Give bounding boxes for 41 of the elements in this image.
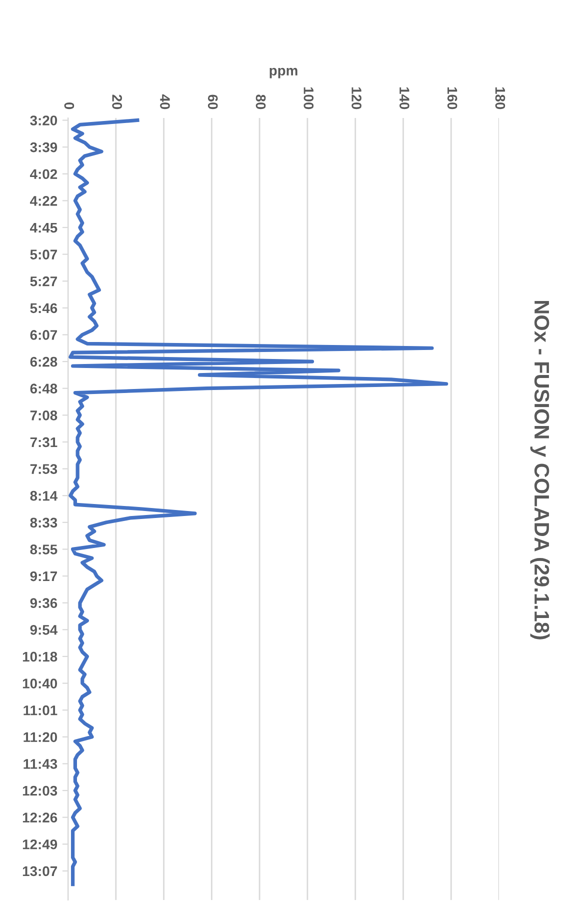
x-tick-label: 20 (112, 94, 122, 110)
y-tick-label: 4:45 (30, 222, 58, 233)
x-tick-label: 80 (256, 94, 266, 110)
x-tick-label: 140 (399, 87, 410, 110)
y-tick-label: 6:28 (30, 356, 58, 367)
x-tick-label: 60 (208, 94, 218, 110)
y-tick-label: 12:26 (22, 812, 58, 822)
y-tick-label: 10:40 (22, 678, 58, 688)
y-tick-label: 11:20 (24, 732, 58, 742)
y-tick-label: 4:02 (30, 169, 58, 180)
y-tick-label: 11:43 (24, 759, 58, 769)
y-tick-label: 10:18 (22, 652, 58, 662)
x-tick-label: 0 (64, 102, 74, 110)
y-tick-label: 6:48 (30, 384, 58, 394)
y-tick-label: 3:20 (30, 116, 58, 126)
y-tick-label: 7:31 (30, 437, 58, 448)
x-tick-label: 40 (160, 94, 170, 110)
x-tick-label: 100 (304, 87, 314, 110)
y-tick-label: 5:27 (30, 276, 57, 286)
x-tick-label: 160 (447, 87, 458, 110)
x-tick-label: 180 (495, 87, 506, 110)
y-tick-label: 8:33 (30, 518, 58, 528)
y-tick-label: 9:36 (30, 598, 58, 608)
x-axis-title: ppm (270, 68, 298, 78)
y-tick-label: 3:39 (30, 142, 58, 152)
y-tick-label: 8:55 (30, 544, 58, 554)
y-tick-label: 6:07 (30, 330, 57, 340)
x-tick-label: 120 (352, 87, 362, 110)
y-tick-label: 13:07 (22, 866, 57, 876)
y-tick-label: 9:17 (30, 571, 57, 582)
y-tick-label: 7:53 (30, 464, 58, 474)
y-tick-label: 8:14 (30, 490, 58, 501)
y-tick-label: 11:01 (24, 705, 58, 716)
y-tick-label: 5:07 (30, 250, 57, 260)
y-tick-label: 5:46 (30, 303, 58, 314)
y-tick-label: 9:54 (30, 624, 58, 635)
text: NOx - FUSION y COLADA (29.1.18) (530, 301, 550, 640)
y-tick-label: 12:49 (22, 839, 58, 850)
y-tick-label: 4:22 (30, 196, 58, 206)
y-tick-label: 7:08 (30, 410, 58, 420)
y-tick-label: 12:03 (22, 786, 58, 796)
